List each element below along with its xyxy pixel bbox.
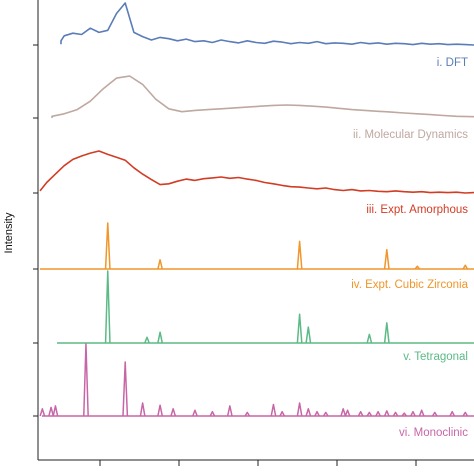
peak-mark — [157, 404, 164, 417]
peak-mark — [139, 402, 146, 417]
peak-mark — [244, 411, 251, 417]
peak-mark — [340, 408, 347, 417]
series-2 — [51, 75, 474, 118]
peak-mark — [462, 264, 469, 270]
series-5 — [57, 270, 474, 344]
series-6 — [39, 343, 474, 417]
peak-mark — [383, 248, 390, 270]
peak-mark — [410, 410, 416, 417]
series-1 — [60, 2, 474, 46]
series-line — [39, 150, 474, 194]
series-label: v. Tetragonal — [403, 351, 468, 363]
peak-mark — [414, 265, 421, 270]
series-3 — [39, 150, 474, 194]
peak-mark — [83, 343, 89, 417]
peak-mark — [296, 313, 303, 344]
peak-mark — [305, 408, 312, 417]
peak-mark — [418, 409, 425, 417]
peak-mark — [401, 412, 408, 417]
peak-mark — [449, 410, 456, 417]
peak-mark — [157, 331, 164, 344]
peak-mark — [431, 411, 438, 417]
series-label: i. DFT — [437, 57, 468, 69]
peak-mark — [226, 405, 233, 417]
peak-mark — [344, 409, 351, 417]
peak-mark — [305, 326, 312, 344]
peak-mark — [296, 402, 303, 417]
series-layer — [39, 2, 474, 417]
peak-mark — [375, 410, 381, 417]
peak-mark — [52, 405, 59, 417]
peak-mark — [366, 333, 373, 344]
peak-mark — [104, 222, 111, 270]
series-label: ii. Molecular Dynamics — [353, 129, 468, 141]
peak-mark — [48, 406, 55, 417]
peak-mark — [144, 336, 150, 344]
peak-mark — [270, 403, 277, 417]
peak-mark — [357, 410, 364, 417]
peak-mark — [383, 410, 390, 417]
labels-layer: i. DFT ii. Molecular Dynamics iii. Expt. A… — [351, 57, 468, 439]
series-line — [60, 2, 474, 46]
series-label: vi. Monoclinic — [399, 427, 468, 439]
peak-mark — [296, 240, 303, 270]
peak-mark — [392, 411, 399, 417]
series-label: iv. Expt. Cubic Zirconia — [351, 279, 468, 291]
series-line — [51, 75, 474, 118]
peak-mark — [383, 322, 390, 344]
peak-mark — [104, 270, 111, 344]
peak-mark — [209, 410, 216, 417]
y-axis-label: Intensity — [3, 212, 15, 253]
peak-mark — [366, 411, 373, 417]
peak-mark — [192, 409, 198, 417]
peak-mark — [39, 408, 46, 417]
peak-mark — [279, 410, 286, 417]
peak-mark — [170, 408, 177, 417]
peak-mark — [314, 410, 320, 417]
peak-mark — [157, 259, 164, 270]
series-4 — [40, 222, 474, 270]
peak-mark — [322, 411, 329, 417]
peak-mark — [122, 361, 129, 417]
peak-mark — [462, 411, 469, 417]
series-label: iii. Expt. Amorphous — [366, 204, 468, 216]
axes — [33, 0, 474, 466]
